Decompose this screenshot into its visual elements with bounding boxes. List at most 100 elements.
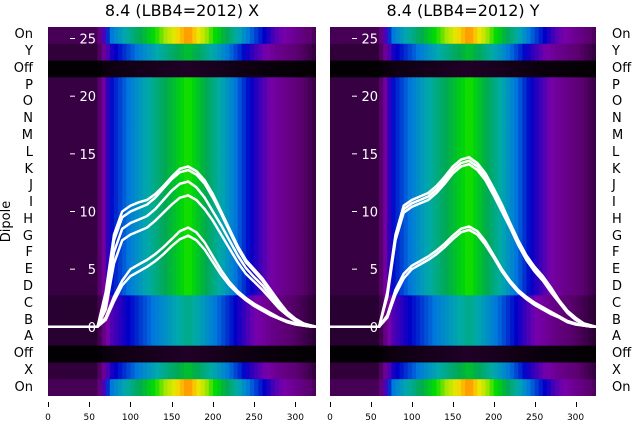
heatmap-cell (130, 94, 136, 112)
heatmap-cell (546, 194, 552, 213)
heatmap-cell (477, 261, 483, 280)
heatmap-cell (379, 245, 384, 263)
heatmap-cell (122, 77, 127, 95)
heatmap-cell (60, 261, 66, 280)
row-label: Off (612, 346, 632, 362)
heatmap-cell (575, 261, 581, 280)
heatmap-cell (72, 77, 78, 95)
heatmap-cell (342, 312, 347, 330)
heatmap-cell (456, 211, 462, 229)
heatmap-cell (204, 110, 210, 129)
heatmap-cell (221, 345, 226, 364)
heatmap-cell (522, 278, 528, 296)
heatmap-cell (424, 110, 429, 129)
heatmap-cell (485, 94, 491, 112)
heatmap-cell (167, 345, 173, 364)
heatmap-cell (403, 312, 409, 330)
heatmap-cell (274, 362, 280, 380)
heatmap-cell (342, 328, 347, 347)
heatmap-cell (542, 328, 548, 347)
heatmap-cell (526, 177, 532, 196)
heatmap-cell (113, 43, 119, 62)
heatmap-cell (399, 127, 405, 146)
heatmap-cell (237, 194, 243, 213)
heatmap-cell (270, 94, 276, 112)
heatmap-cell (379, 177, 384, 196)
heatmap-cell (200, 245, 206, 263)
heatmap-cell (481, 328, 487, 347)
heatmap-cell (550, 379, 556, 396)
heatmap-cell (151, 345, 156, 364)
heatmap-cell (334, 345, 339, 364)
heatmap-cell (175, 245, 181, 263)
heatmap-cell (330, 345, 335, 364)
heatmap-cell (563, 328, 568, 347)
heatmap-cell (555, 345, 560, 364)
heatmap-cell (493, 228, 499, 246)
heatmap-cell (338, 144, 343, 162)
heatmap-cell (477, 77, 483, 95)
heatmap-cell (591, 161, 596, 179)
heatmap-cell (113, 110, 119, 129)
x-tick-label: 300 (286, 413, 304, 423)
heatmap-cell (105, 345, 111, 364)
heatmap-cell (563, 261, 568, 280)
heatmap-cell (295, 194, 301, 213)
heatmap-cell (192, 261, 198, 280)
heatmap-cell (591, 27, 596, 45)
heatmap-cell (237, 312, 243, 330)
heatmap-cell (109, 27, 115, 45)
heatmap-cell (283, 228, 288, 246)
heatmap-cell (538, 312, 544, 330)
heatmap-cell (452, 177, 458, 196)
heatmap-cell (89, 261, 94, 280)
heatmap-cell (399, 161, 405, 179)
heatmap-cell (424, 362, 429, 380)
heatmap-cell (113, 379, 119, 396)
heatmap-cell (354, 127, 360, 146)
heatmap-cell (217, 77, 222, 95)
heatmap-cell (175, 295, 181, 313)
heatmap-cell (179, 43, 185, 62)
heatmap-cell (122, 345, 127, 364)
heatmap-cell (266, 261, 272, 280)
heatmap-cell (179, 328, 185, 347)
heatmap-cell (167, 328, 173, 347)
heatmap-cell (444, 211, 450, 229)
heatmap-cell (485, 228, 491, 246)
heatmap-cell (522, 43, 528, 62)
heatmap-cell (575, 345, 581, 364)
heatmap-cell (452, 261, 458, 280)
row-label: X (612, 362, 621, 378)
heatmap-cell (514, 77, 519, 95)
heatmap-cell (278, 194, 284, 213)
heatmap-cell (379, 362, 384, 380)
heatmap-cell (64, 77, 70, 95)
heatmap-cell (179, 144, 185, 162)
heatmap-cell (188, 261, 193, 280)
heatmap-cell (571, 43, 577, 62)
heatmap-cell (460, 177, 466, 196)
heatmap-cell (579, 144, 585, 162)
heatmap-cell (105, 94, 111, 112)
heatmap-cell (420, 295, 425, 313)
heatmap-cell (334, 278, 339, 296)
heatmap-cell (591, 110, 596, 129)
heatmap-cell (200, 27, 206, 45)
heatmap-cell (258, 77, 263, 95)
heatmap-cell (424, 161, 429, 179)
heatmap-cell (89, 228, 94, 246)
heatmap-cell (89, 144, 94, 162)
heatmap-cell (579, 278, 585, 296)
heatmap-cell (534, 312, 540, 330)
heatmap-cell (542, 127, 548, 146)
heatmap-cell (530, 177, 536, 196)
heatmap-cell (522, 94, 528, 112)
heatmap-cell (436, 211, 442, 229)
heatmap-cell (411, 27, 417, 45)
heatmap-cell (354, 261, 360, 280)
heatmap-cell (522, 379, 528, 396)
heatmap-cell (64, 312, 70, 330)
heatmap-cell (151, 379, 156, 396)
heatmap-cell (126, 94, 132, 112)
